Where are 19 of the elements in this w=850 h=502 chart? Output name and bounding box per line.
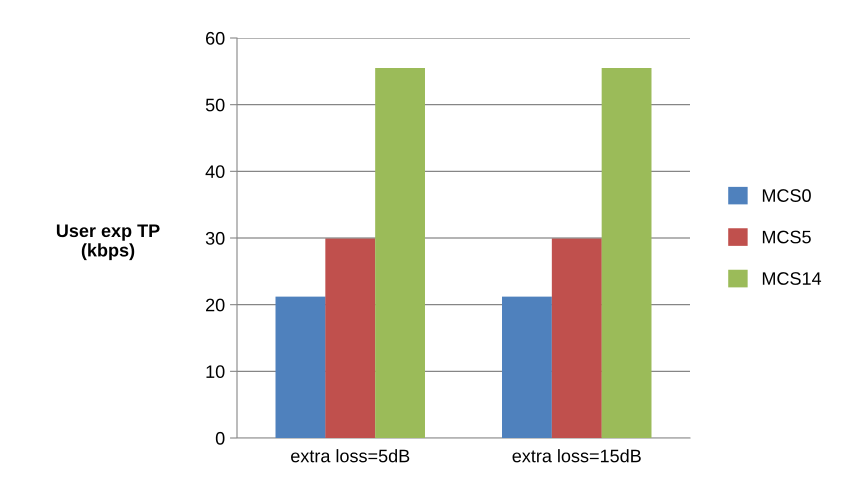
legend-label: MCS14	[762, 272, 822, 285]
legend-label: MCS5	[762, 230, 811, 244]
y-tick-label: 60	[206, 32, 224, 45]
bar	[502, 296, 552, 438]
bar	[375, 68, 425, 438]
x-tick-label: extra loss=5dB	[291, 449, 410, 462]
y-tick-label: 40	[206, 165, 224, 178]
legend-label: MCS0	[762, 189, 811, 202]
bar	[276, 296, 326, 438]
y-tick-label: 30	[206, 232, 224, 245]
y-axis-title: User exp TP (kbps)	[56, 224, 160, 260]
bar	[552, 238, 602, 438]
y-tick-label: 0	[216, 432, 224, 445]
y-tick-label: 50	[206, 98, 224, 112]
bar	[602, 68, 652, 438]
y-tick-label: 10	[206, 365, 224, 378]
y-tick-label: 20	[206, 298, 224, 312]
x-tick-label: extra loss=15dB	[512, 449, 641, 462]
bar	[325, 238, 376, 438]
